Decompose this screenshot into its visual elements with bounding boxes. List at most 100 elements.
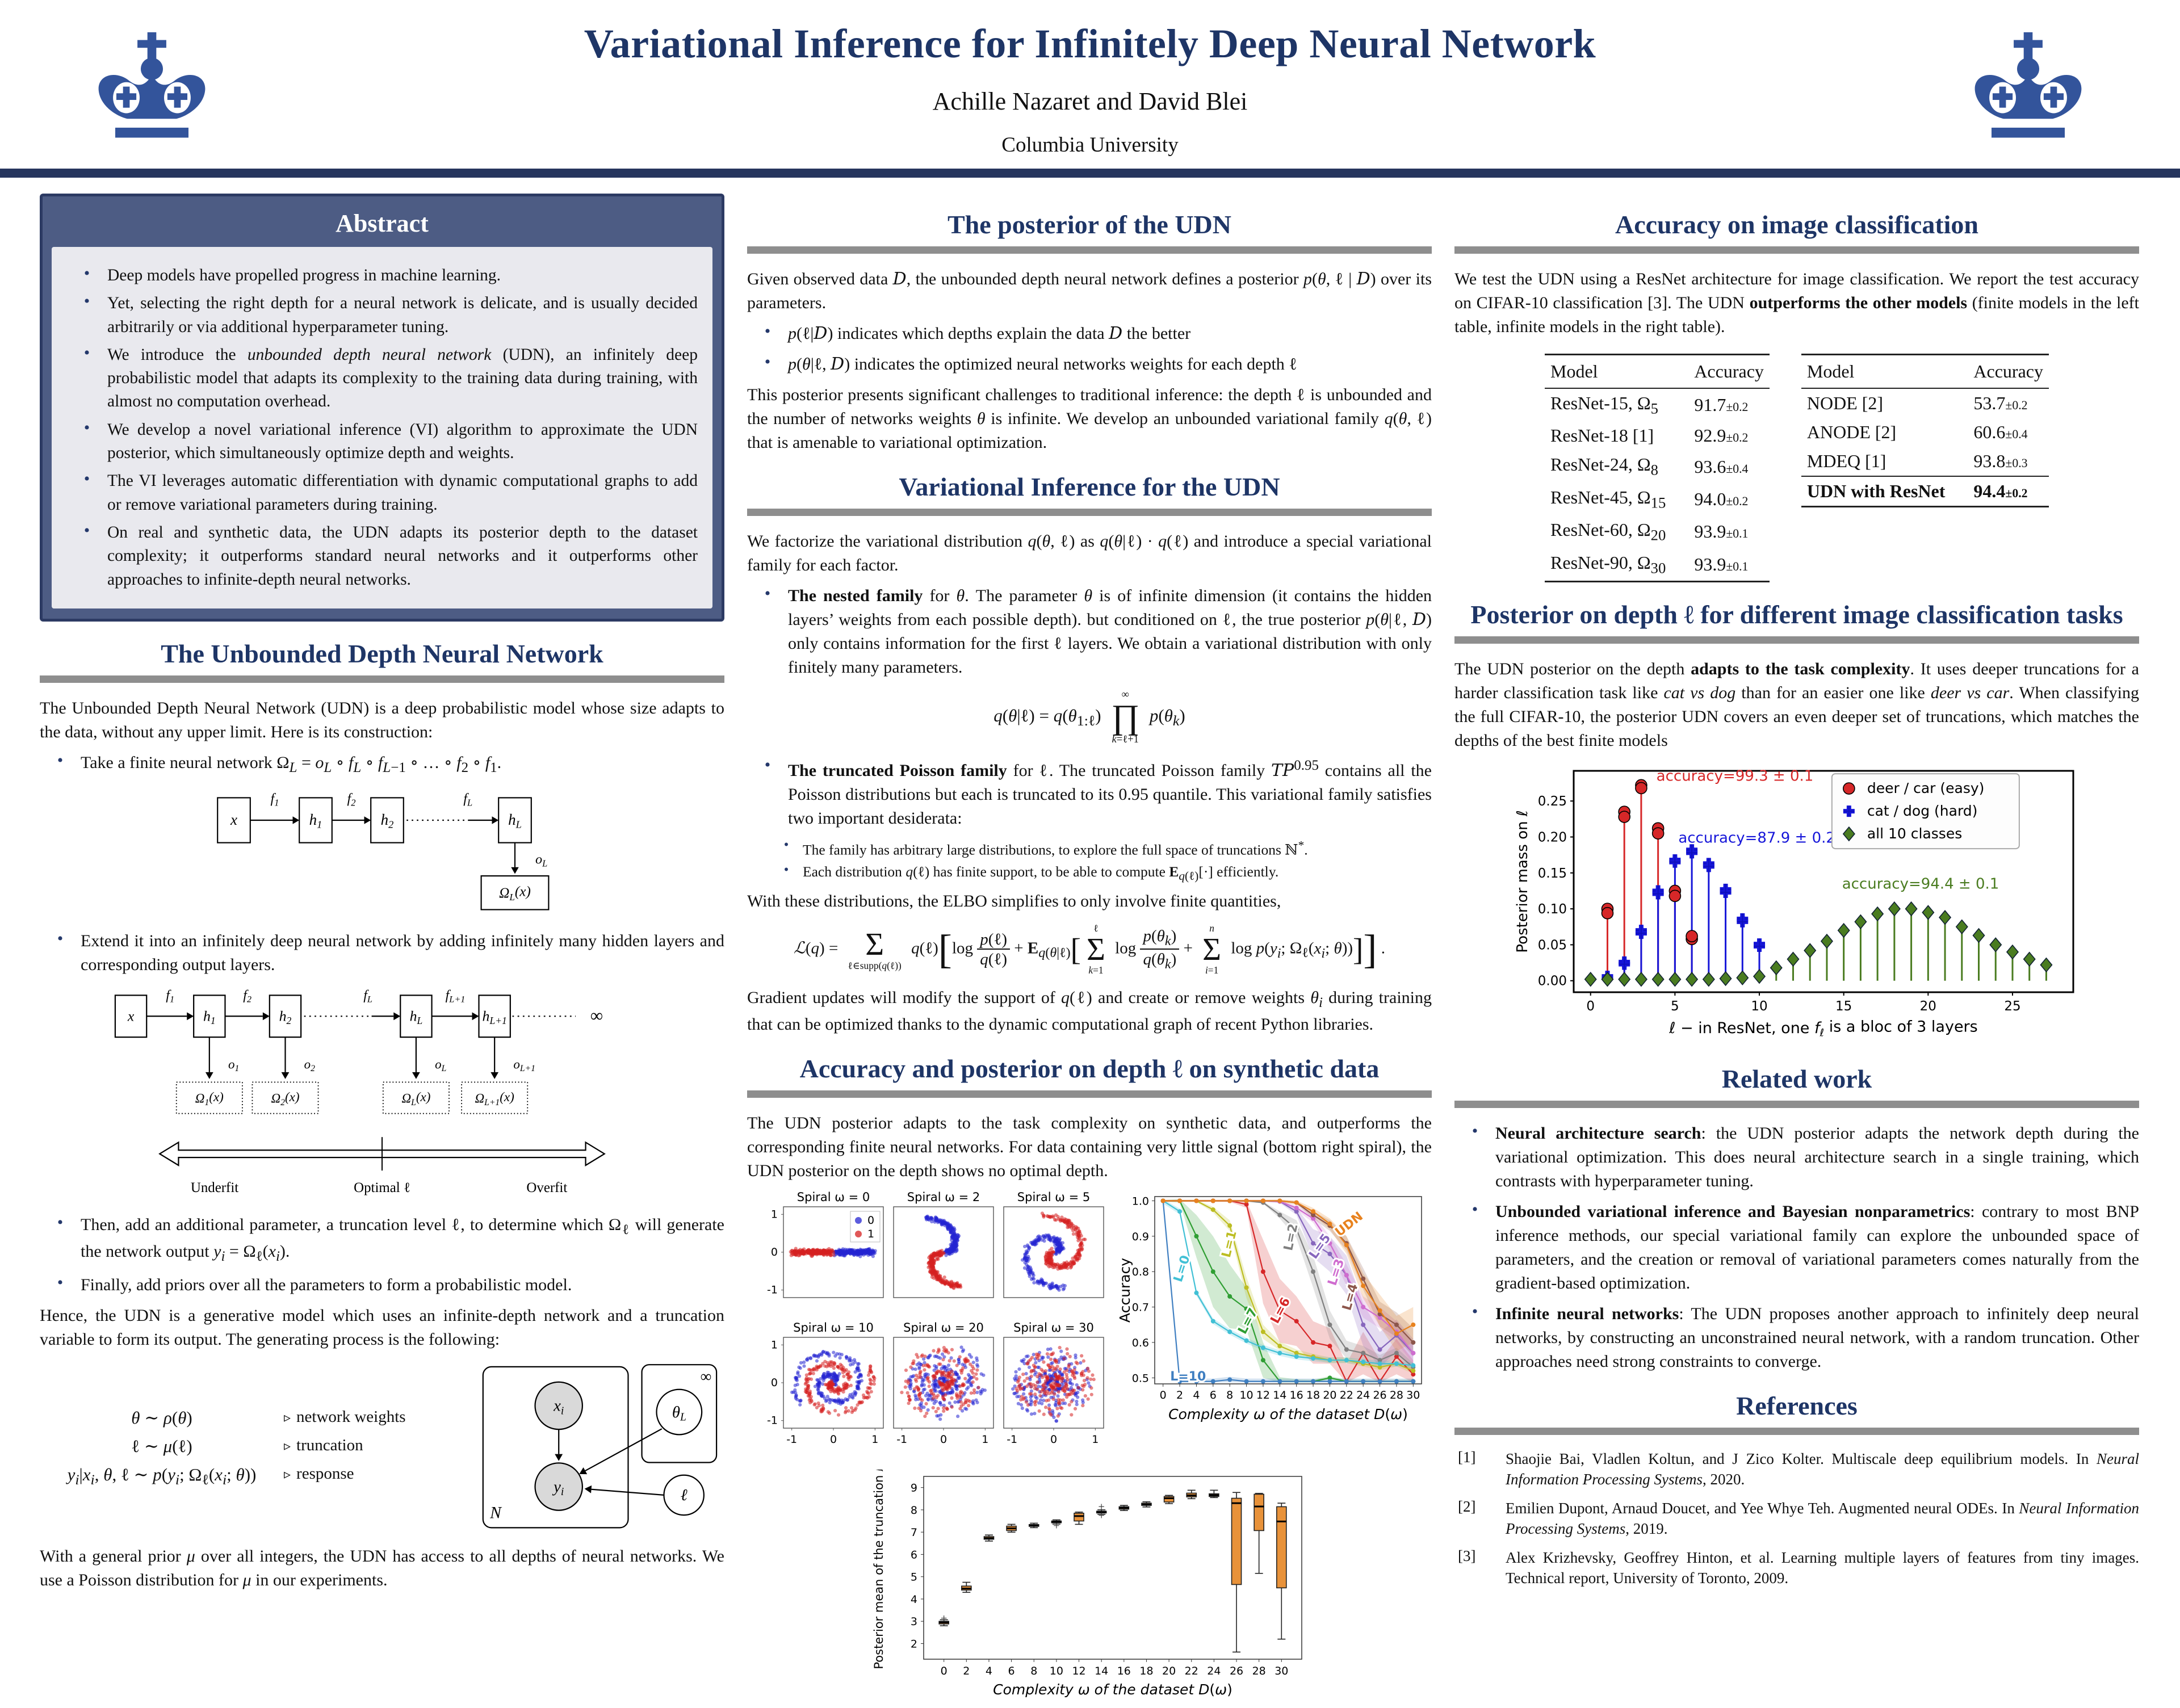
svg-text:4: 4 (911, 1593, 917, 1606)
svg-text:30: 30 (1406, 1389, 1420, 1401)
bullet-text: We develop a novel variational inference… (107, 420, 698, 463)
svg-text:15: 15 (1835, 999, 1852, 1014)
svg-text:8: 8 (1226, 1389, 1233, 1401)
section-references: References (1454, 1391, 2139, 1435)
section-related-work: Related work (1454, 1064, 2139, 1108)
section-title: Accuracy on image classification (1615, 210, 1979, 239)
section-title: Variational Inference for the UDN (899, 472, 1280, 501)
svg-text:h1: h1 (309, 811, 322, 830)
svg-text:0.25: 0.25 (1538, 794, 1567, 809)
triangle-icon: ▹ (284, 1438, 291, 1454)
svg-text:Accuracy: Accuracy (1117, 1257, 1133, 1322)
svg-text:Spiral ω = 5: Spiral ω = 5 (1017, 1190, 1090, 1204)
svg-text:Spiral ω = 20: Spiral ω = 20 (903, 1321, 984, 1334)
svg-text:10: 10 (1050, 1665, 1063, 1677)
bullet-icon: • (83, 292, 90, 311)
svg-text:∞: ∞ (701, 1368, 712, 1386)
table-header: Accuracy (1951, 354, 2049, 389)
elbo-intro: With these distributions, the ELBO simpl… (747, 892, 1281, 911)
svg-text:24: 24 (1207, 1665, 1221, 1677)
svg-text:oL: oL (435, 1056, 446, 1073)
svg-text:20: 20 (1162, 1665, 1176, 1677)
svg-text:16: 16 (1290, 1389, 1303, 1401)
svg-text:0: 0 (1160, 1389, 1167, 1401)
svg-text:Complexity ω of the dataset D(: Complexity ω of the dataset D(ω) (1168, 1406, 1408, 1422)
section-rule (1454, 1427, 2139, 1435)
poster-authors: Achille Nazaret and David Blei (932, 87, 1248, 115)
svg-text:x: x (127, 1008, 135, 1024)
svg-text:accuracy=94.4 ± 0.1: accuracy=94.4 ± 0.1 (1842, 876, 1999, 893)
posterior-p1: Given observed data D, the unbounded dep… (747, 269, 1432, 312)
svg-text:Optimal ℓ: Optimal ℓ (354, 1180, 410, 1195)
svg-text:0.7: 0.7 (1132, 1301, 1149, 1313)
svg-text:20: 20 (1323, 1389, 1336, 1401)
svg-text:14: 14 (1095, 1665, 1108, 1677)
left-column: Abstract • Deep models have propelled pro… (40, 192, 724, 1598)
abstract-bullet-list: • Deep models have propelled progress in … (66, 264, 698, 591)
equation-note: ▹ response (284, 1464, 354, 1483)
posterior-bullets: • p(ℓ|D) indicates which depths explain t… (747, 322, 1432, 376)
svg-text:Posterior mass on ℓ: Posterior mass on ℓ (1514, 810, 1531, 952)
svg-text:+: + (940, 1613, 948, 1623)
bullet-icon: • (1472, 1199, 1478, 1219)
svg-text:-1: -1 (1007, 1433, 1017, 1446)
section-title: Posterior on depth ℓ for different image… (1470, 599, 2123, 629)
header-divider-bar (0, 169, 2180, 178)
svg-text:0: 0 (941, 1665, 948, 1677)
svg-text:Underfit: Underfit (191, 1180, 238, 1195)
accuracy-vs-complexity-chart: 0 2 4 6 8 10 12 14 16 18 20 22 24 26 28 30 0.5 0.6 0.7 0.8 0… (1117, 1189, 1428, 1434)
svg-text:accuracy=87.9 ± 0.2: accuracy=87.9 ± 0.2 (1678, 830, 1835, 847)
bullet-text: Deep models have propelled progress in m… (107, 266, 501, 284)
svg-text:24: 24 (1356, 1389, 1370, 1401)
svg-text:fL: fL (463, 791, 472, 808)
svg-text:26: 26 (1373, 1389, 1386, 1401)
synthetic-p1: The UDN posterior adapts to the task com… (747, 1113, 1432, 1180)
svg-text:f1: f1 (166, 988, 174, 1005)
generative-equation: ℓ ∼ μ(ℓ) (131, 1436, 192, 1456)
related-work-list: • Neural architecture search: the UDN pos… (1454, 1122, 2139, 1374)
reference-number: [3] (1458, 1547, 1476, 1564)
svg-text:accuracy=99.3 ± 0.1: accuracy=99.3 ± 0.1 (1657, 768, 1814, 785)
reference-number: [2] (1458, 1497, 1476, 1515)
svg-text:deer / car (easy): deer / car (easy) (1867, 780, 1985, 796)
svg-text:h2: h2 (279, 1008, 292, 1026)
triangle-icon: ▹ (284, 1467, 291, 1482)
svg-text:N: N (489, 1504, 502, 1522)
bullet-icon: • (1472, 1121, 1478, 1140)
svg-text:0.6: 0.6 (1132, 1337, 1149, 1349)
svg-text:1: 1 (867, 1228, 874, 1240)
svg-text:hL: hL (508, 811, 522, 830)
svg-text:22: 22 (1340, 1389, 1353, 1401)
svg-text:0: 0 (1586, 999, 1595, 1014)
vi-p1: We factorize the variational distributio… (747, 532, 1432, 574)
svg-text:-1: -1 (767, 1414, 778, 1426)
poisson-sub-bullets: • The family has arbitrary large distribu… (747, 837, 1432, 884)
svg-text:30: 30 (1275, 1665, 1288, 1677)
equation-note: ▹ truncation (284, 1436, 363, 1454)
svg-text:Ω1(x): Ω1(x) (195, 1089, 224, 1107)
svg-text:0.5: 0.5 (1132, 1372, 1149, 1384)
svg-text:1.0: 1.0 (1132, 1195, 1149, 1207)
svg-text:6: 6 (1210, 1389, 1217, 1401)
references-list: [1] Shaojie Bai, Vladlen Koltun, and J Zi… (1454, 1449, 2139, 1589)
posterior-mass-stem-chart: 0 5 10 15 20 25 0.00 0.05 0.10 0.15 0.20 0.25 ℓ − in… (1510, 763, 2083, 1047)
svg-text:yi: yi (552, 1478, 564, 1498)
svg-text:oL+1: oL+1 (513, 1056, 535, 1073)
svg-text:h1: h1 (203, 1008, 216, 1026)
bullet-text: p(θ|ℓ, D) indicates the optimized neural… (788, 354, 1297, 374)
poster-header: Variational Inference for Infinitely Dee… (0, 0, 2180, 161)
svg-text:oL: oL (535, 851, 547, 868)
table-row: ResNet-18 [1] 92.9±0.2 (1550, 425, 1749, 446)
svg-text:ΩL(x): ΩL(x) (499, 884, 531, 903)
columbia-crown-icon (85, 28, 219, 150)
middle-column: The posterior of the UDN Given observed … (747, 192, 1432, 1708)
abstract-title: Abstract (336, 209, 429, 237)
udn-outro: With a general prior μ over all integers… (40, 1546, 724, 1589)
svg-text:f1: f1 (270, 791, 279, 808)
svg-text:Complexity ω of the dataset D(: Complexity ω of the dataset D(ω) (993, 1681, 1232, 1698)
finite-network-diagram: x h1 h2 hL f1 f2 fL oL ΩL(x) (40, 784, 724, 922)
bullet-icon: • (83, 469, 90, 489)
nested-family-equation: q(θ|ℓ) = q(θ1:ℓ) ∞ ∏ k=ℓ+1 p(θk) (993, 689, 1185, 746)
section-title: Related work (1721, 1064, 1872, 1093)
